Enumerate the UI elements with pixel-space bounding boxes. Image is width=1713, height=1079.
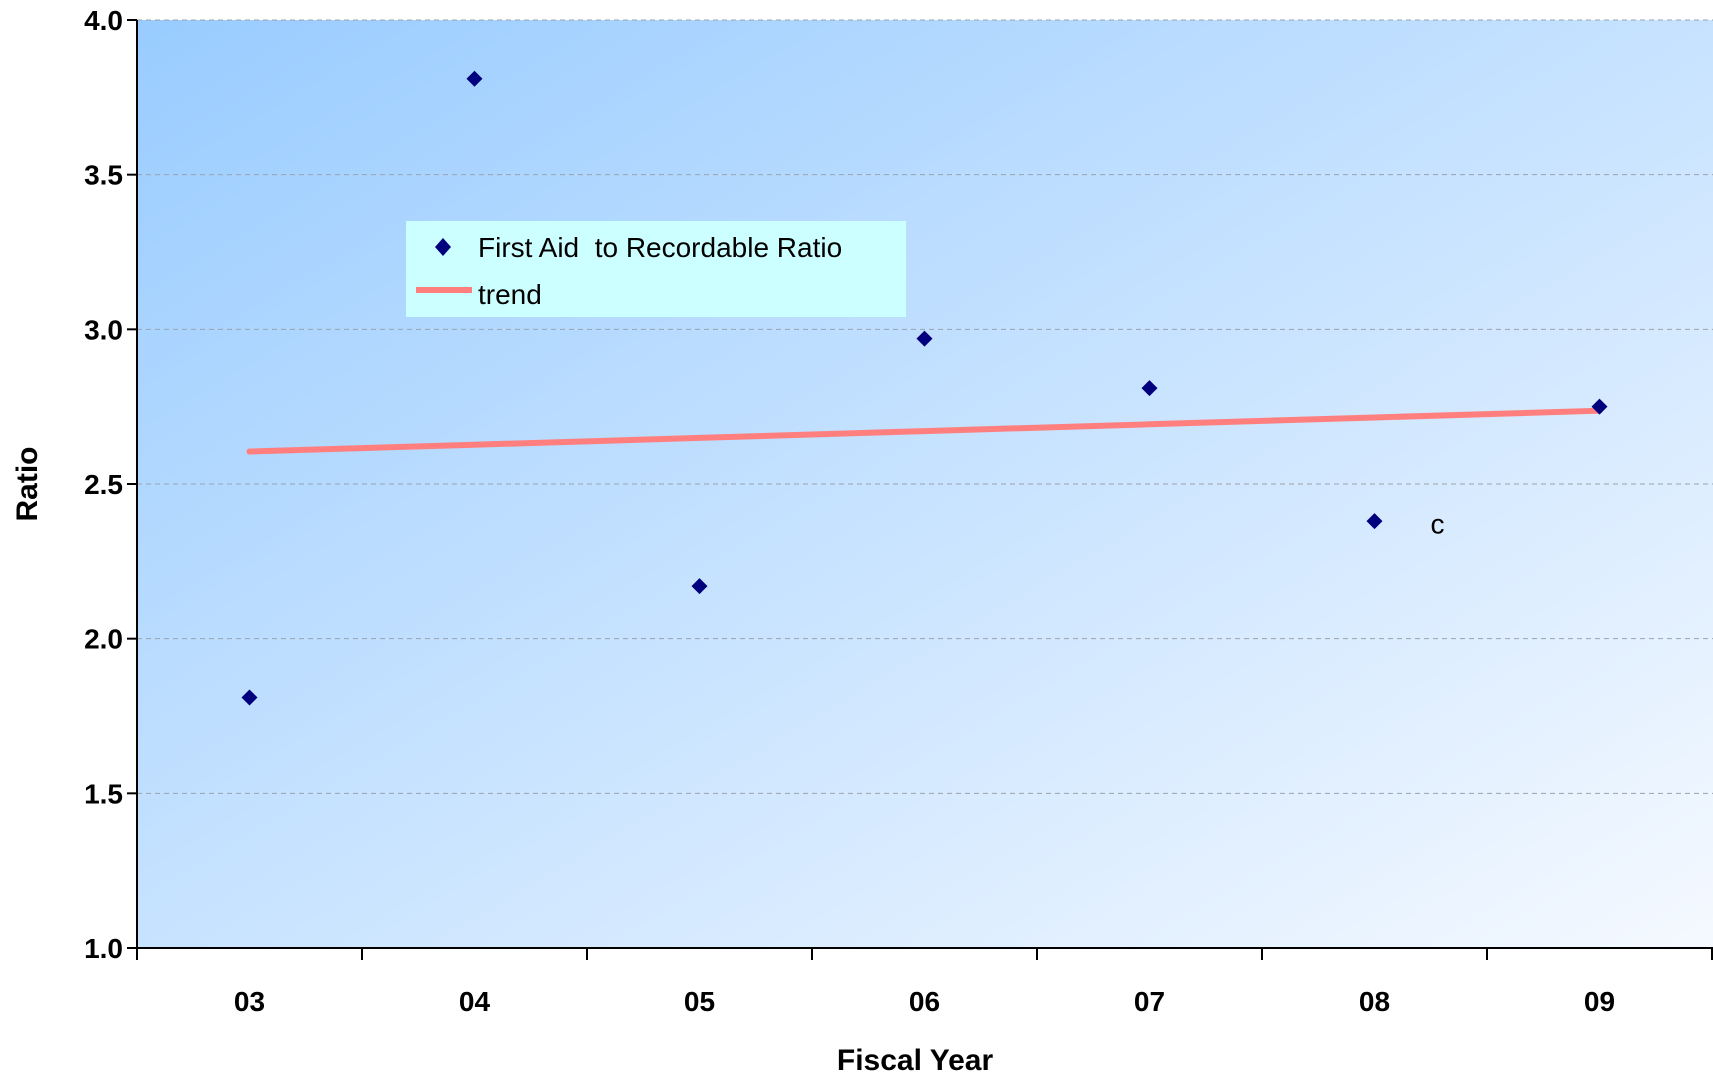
legend-label-points: First Aid to Recordable Ratio <box>478 232 842 263</box>
legend-diamond-marker <box>435 238 451 256</box>
y-tick-label-2: 2.0 <box>84 624 123 655</box>
data-point-09 <box>1591 398 1608 415</box>
x-tick-label-3: 06 <box>909 986 940 1017</box>
data-point-08 <box>1366 513 1383 530</box>
data-point-06 <box>916 330 933 347</box>
data-point-04 <box>466 70 483 87</box>
x-tick-label-4: 07 <box>1134 986 1165 1017</box>
legend-label-trend: trend <box>478 279 542 310</box>
trend-layer <box>246 407 1603 455</box>
annotations: c <box>1431 508 1445 539</box>
data-point-03 <box>241 689 258 706</box>
points-layer <box>241 70 1608 706</box>
x-tick-label-6: 09 <box>1584 986 1615 1017</box>
x-ticks: 03 04 05 06 07 08 09 <box>136 948 1713 1017</box>
x-tick-label-2: 05 <box>684 986 715 1017</box>
y-tick-label-3: 2.5 <box>84 469 123 500</box>
y-tick-label-5: 3.5 <box>84 160 123 191</box>
y-tick-label-0: 1.0 <box>84 933 123 964</box>
gridlines <box>137 19 1713 794</box>
y-tick-label-6: 4.0 <box>84 5 123 36</box>
x-tick-label-1: 04 <box>459 986 491 1017</box>
trend-line <box>246 407 1603 455</box>
data-point-05 <box>691 578 708 595</box>
x-tick-label-5: 08 <box>1359 986 1390 1017</box>
legend: First Aid to Recordable Ratio trend <box>406 221 906 317</box>
data-point-07 <box>1141 380 1158 397</box>
x-axis-title: Fiscal Year <box>837 1044 994 1077</box>
y-axis-title: Ratio <box>11 447 44 522</box>
y-tick-label-1: 1.5 <box>84 778 123 809</box>
x-tick-label-0: 03 <box>234 986 265 1017</box>
y-tick-label-4: 3.0 <box>84 314 123 345</box>
legend-box <box>406 221 906 317</box>
annotation-0: c <box>1431 508 1445 539</box>
y-ticks: 1.0 1.5 2.0 2.5 3.0 3.5 4.0 <box>84 5 137 964</box>
